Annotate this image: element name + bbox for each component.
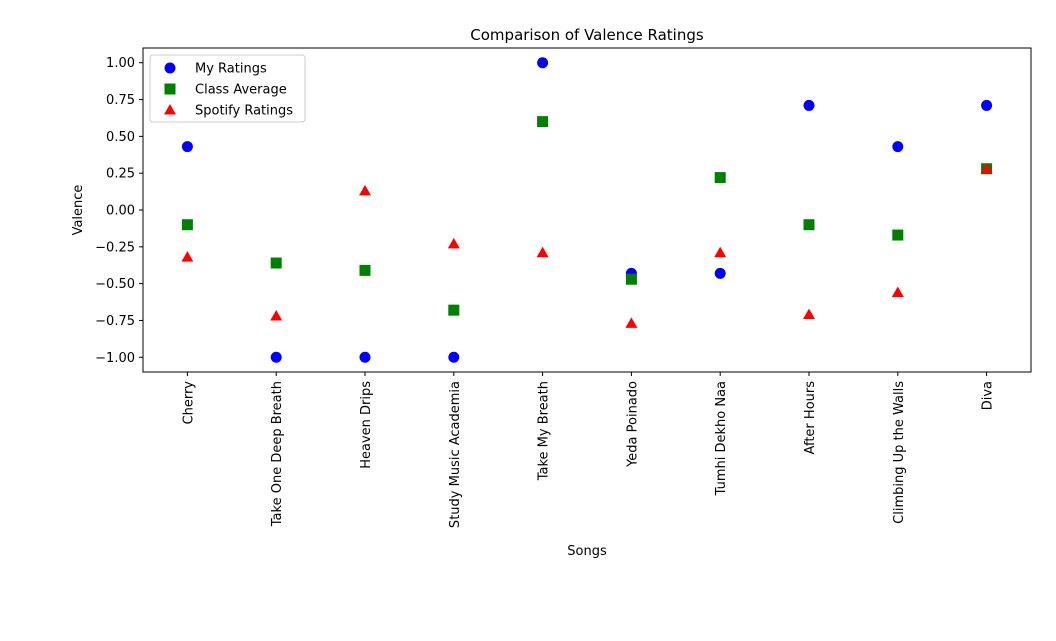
data-point: [892, 229, 904, 241]
axes-frame: [142, 47, 1032, 373]
x-tick-label: Heaven Drips: [359, 381, 374, 469]
data-point: [181, 141, 193, 153]
x-tick-label: Cherry: [181, 381, 196, 425]
data-point: [537, 57, 549, 69]
data-point: [359, 184, 371, 196]
data-point: [359, 351, 371, 363]
legend-label: Class Average: [195, 83, 287, 98]
data-point: [980, 162, 993, 174]
data-point: [625, 273, 637, 285]
x-axis-label: Songs: [567, 544, 607, 559]
data-point: [803, 99, 815, 111]
y-tick-label: 0.50: [106, 130, 135, 145]
legend-label: Spotify Ratings: [195, 104, 293, 119]
y-tick-label: 1.00: [106, 56, 135, 71]
data-point: [892, 141, 904, 153]
data-point: [270, 310, 283, 321]
x-tick-label: After Hours: [803, 381, 818, 455]
x-tick-label: Diva: [981, 381, 996, 410]
legend-marker: [164, 83, 176, 95]
legend-box: [149, 54, 306, 123]
legend-marker: [164, 62, 176, 74]
data-point: [536, 246, 549, 258]
y-tick-label: 0.25: [106, 167, 135, 182]
x-tick-label: Study Music Academia: [448, 381, 463, 528]
data-point: [803, 219, 815, 231]
x-tick-label: Take One Deep Breath: [270, 381, 285, 527]
data-point: [981, 99, 993, 111]
data-point: [448, 304, 460, 316]
legend-label: My Ratings: [195, 62, 267, 77]
data-point: [714, 172, 726, 184]
data-point: [803, 308, 815, 320]
y-tick-label: 0.00: [106, 204, 135, 219]
data-point: [714, 267, 726, 279]
data-point: [181, 251, 194, 262]
data-point: [270, 257, 282, 269]
data-point: [270, 351, 282, 363]
data-point: [448, 351, 460, 363]
y-tick-label: −0.75: [95, 314, 135, 329]
legend-marker: [164, 104, 176, 115]
plot-area: 1.00 0.75 0.50 0.25 0.00 −0.25 −0.50 −0.75 −1.00…: [95, 56, 995, 528]
x-tick-label: Take My Breath: [537, 381, 552, 481]
data-point: [537, 116, 549, 128]
y-tick-label: 0.75: [106, 93, 135, 108]
y-tick-label: −0.25: [95, 240, 135, 255]
x-tick-label: Tumhi Dekho Naa: [714, 381, 729, 496]
x-tick-label: Climbing Up the Walls: [892, 381, 907, 524]
data-point: [625, 317, 638, 328]
data-point: [891, 286, 904, 297]
y-tick-label: −1.00: [95, 351, 135, 366]
x-tick-label: Yeda Poinado: [625, 381, 640, 468]
y-axis-label: Valence: [71, 185, 86, 236]
legend: My Ratings Class Average Spotify Ratings: [149, 54, 306, 123]
data-point: [714, 246, 727, 258]
data-point: [447, 237, 460, 249]
data-point: [359, 264, 371, 276]
y-tick-label: −0.50: [95, 277, 135, 292]
chart-title: Comparison of Valence Ratings: [470, 26, 704, 44]
data-point: [181, 219, 193, 231]
